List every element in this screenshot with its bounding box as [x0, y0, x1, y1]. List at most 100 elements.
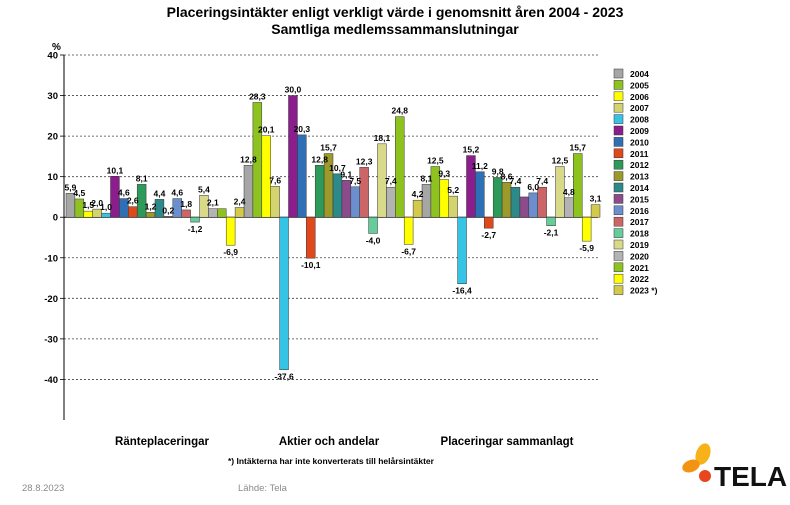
legend-label: 2020 [630, 251, 649, 261]
legend-label: 2015 [630, 194, 649, 204]
data-label: 5,2 [447, 185, 459, 195]
data-label: 12,5 [552, 156, 569, 166]
data-label: 9,1 [340, 169, 352, 179]
legend-label: 2008 [630, 115, 649, 125]
bar [359, 167, 369, 218]
bar [279, 216, 289, 370]
data-label: 15,7 [320, 143, 337, 153]
legend-swatch [613, 91, 624, 102]
axes: 40 30 20 10 0 -10 -20 -30 -40 [44, 51, 598, 420]
category-label-sammanlagt: Placeringar sammanlagt [440, 436, 574, 448]
y-tick-label: 0 [53, 213, 58, 224]
bar [101, 212, 111, 218]
legend-label: 2013 [630, 172, 649, 182]
legend-swatch [613, 125, 624, 136]
data-label: -1,2 [188, 224, 203, 234]
data-label: 9,3 [438, 169, 450, 179]
data-label: 6,0 [527, 182, 539, 192]
bar [270, 186, 280, 218]
data-label: 4,4 [154, 188, 166, 198]
data-label: 12,5 [427, 156, 444, 166]
bar [128, 206, 138, 218]
data-label: 4,5 [73, 188, 85, 198]
bar [243, 165, 254, 218]
data-label: 8,1 [136, 173, 148, 183]
bar [546, 216, 556, 226]
bar [377, 143, 387, 218]
bar [448, 195, 458, 218]
data-label: 1,5 [82, 200, 94, 210]
data-label: 10,7 [329, 163, 346, 173]
data-label: -5,9 [579, 243, 594, 253]
legend-label: 2018 [630, 229, 649, 239]
data-label: 7,6 [269, 175, 281, 185]
legend-label: 2019 [630, 240, 649, 250]
bar [136, 184, 147, 218]
legend-label: 2006 [630, 92, 649, 102]
category-label-aktier: Aktier och andelar [278, 436, 380, 448]
bar [457, 216, 467, 284]
legend-swatch [613, 80, 624, 90]
data-label: 5,9 [65, 182, 77, 192]
data-label: 7,5 [349, 176, 361, 186]
tela-logo-text: TELA [714, 461, 788, 492]
data-label: 8,6 [501, 171, 513, 181]
data-label: -2,1 [544, 228, 559, 238]
bar [314, 165, 325, 218]
data-label: 4,6 [118, 188, 130, 198]
bar [510, 186, 521, 218]
data-label: 20,1 [258, 125, 275, 135]
bar [83, 210, 93, 218]
data-label: 12,8 [240, 154, 257, 164]
data-label: 7,4 [536, 176, 548, 186]
data-label: 28,3 [249, 91, 266, 101]
bar [555, 166, 565, 218]
y-tick-label: 20 [47, 132, 58, 143]
bar [537, 186, 547, 218]
bar [528, 192, 538, 218]
legend-swatch [613, 137, 624, 147]
bar [163, 216, 174, 218]
legend-swatch [613, 262, 624, 273]
data-label: 3,1 [590, 194, 602, 204]
legend-swatch [613, 216, 624, 227]
data-label: 2,6 [127, 196, 139, 206]
legend-label: 2007 [630, 103, 649, 113]
data-label: 0,2 [162, 205, 174, 215]
bar [386, 186, 396, 218]
data-label: 7,4 [385, 176, 397, 186]
legend-swatch [613, 171, 624, 181]
bar [74, 198, 85, 218]
legend-swatch [613, 102, 624, 113]
chart-subtitle: Samtliga medlemssammanslutningar [271, 21, 519, 37]
data-labels: 5,9 12,8 8,1 4,5 28,3 12,5 1,5 20,1 9,3 2,0 7,6 5,2… [65, 85, 602, 382]
bar [412, 199, 423, 218]
data-label: 12,3 [356, 156, 373, 166]
bar [261, 135, 271, 218]
data-label: 7,4 [510, 176, 522, 186]
legend-label: 2014 [630, 183, 649, 193]
legend-swatch [613, 148, 624, 159]
bar [501, 182, 512, 218]
bar [590, 204, 601, 218]
data-label: -2,7 [481, 230, 496, 240]
bar [181, 209, 191, 218]
legend-swatch [613, 68, 624, 79]
data-label: 18,1 [374, 133, 391, 143]
y-tick-label: 40 [47, 51, 58, 62]
bar [110, 176, 120, 218]
data-label: 24,8 [391, 106, 408, 116]
y-tick-label: -10 [44, 253, 58, 264]
bar [217, 208, 227, 218]
bar [573, 153, 583, 218]
legend-label: 2017 [630, 217, 649, 227]
data-label: 30,0 [285, 85, 302, 95]
bar [332, 173, 343, 218]
bar [368, 216, 378, 234]
data-label: 1,8 [180, 199, 192, 209]
bar [225, 216, 236, 246]
data-label: 15,2 [463, 145, 480, 155]
footer-source: Lähde: Tela [238, 483, 287, 494]
bar [154, 199, 165, 218]
